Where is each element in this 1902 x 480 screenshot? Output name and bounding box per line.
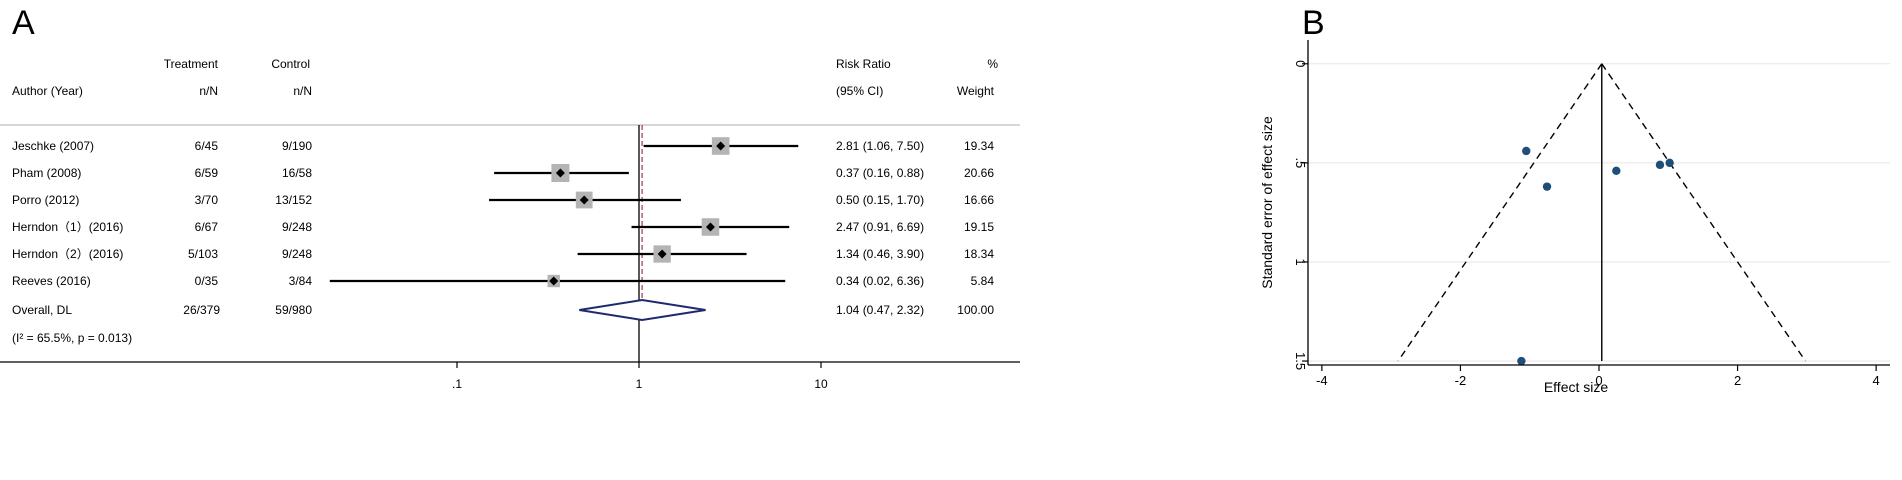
x-tick-label: 4 — [1873, 373, 1880, 388]
header-treatment: Treatment — [164, 57, 219, 71]
study-treatment: 6/45 — [195, 139, 219, 153]
x-tick-label: 2 — [1734, 373, 1741, 388]
study-weight: 5.84 — [971, 274, 995, 288]
study-treatment: 6/67 — [195, 220, 219, 234]
study-control: 9/248 — [282, 247, 312, 261]
study-ci: 0.34 (0.02, 6.36) — [836, 274, 924, 288]
study-control: 16/58 — [282, 166, 312, 180]
study-treatment: 3/70 — [195, 193, 219, 207]
y-tick-label: 1.5 — [1293, 352, 1308, 370]
x-tick-label: 0 — [1595, 373, 1602, 388]
study-weight: 16.66 — [964, 193, 994, 207]
header-author: Author (Year) — [12, 84, 83, 98]
y-tick-label: .5 — [1293, 157, 1308, 168]
overall-label: Overall, DL — [12, 303, 72, 317]
x-tick-label: -2 — [1455, 373, 1467, 388]
funnel-plot: B -4 -2 0 2 4 0 .5 1 1.5 Effect size Standard er… — [1259, 4, 1890, 395]
study-point — [1522, 146, 1531, 156]
study-point — [1612, 166, 1621, 175]
overall-weight: 100.00 — [957, 303, 994, 317]
study-control: 9/190 — [282, 139, 312, 153]
study-point — [1655, 160, 1665, 170]
header-control: Control — [271, 57, 310, 71]
heterogeneity-text: (I² = 65.5%, p = 0.013) — [12, 331, 132, 345]
study-author: Pham (2008) — [12, 166, 81, 180]
header-control-nn: n/N — [293, 84, 312, 98]
study-weight: 18.34 — [964, 247, 994, 261]
funnel-right-limit — [1601, 63, 1807, 362]
x-tick-label: 10 — [814, 377, 828, 391]
study-ci: 1.34 (0.46, 3.90) — [836, 247, 924, 261]
x-tick-label: -4 — [1316, 373, 1328, 388]
study-ci: 0.50 (0.15, 1.70) — [836, 193, 924, 207]
study-author: Porro (2012) — [12, 193, 79, 207]
study-point — [1517, 356, 1526, 366]
study-author: Reeves (2016) — [12, 274, 91, 288]
study-ci: 2.81 (1.06, 7.50) — [836, 139, 924, 153]
header-weight-percent: % — [987, 57, 998, 71]
study-control: 13/152 — [275, 193, 312, 207]
header-ci: (95% CI) — [836, 84, 883, 98]
overall-treatment: 26/379 — [183, 303, 220, 317]
study-point-estimate — [549, 276, 559, 286]
header-weight: Weight — [957, 84, 995, 98]
y-axis-label: Standard error of effect size — [1259, 116, 1275, 289]
study-weight: 19.15 — [964, 220, 994, 234]
overall-control: 59/980 — [275, 303, 312, 317]
study-control: 3/84 — [289, 274, 313, 288]
funnel-left-limit — [1397, 63, 1603, 362]
study-point-estimate — [716, 141, 726, 151]
study-treatment: 0/35 — [195, 274, 219, 288]
study-control: 9/248 — [282, 220, 312, 234]
study-author: Herndon（1）(2016) — [12, 220, 123, 234]
study-ci: 2.47 (0.91, 6.69) — [836, 220, 924, 234]
overall-ci: 1.04 (0.47, 2.32) — [836, 303, 924, 317]
study-ci: 0.37 (0.16, 0.88) — [836, 166, 924, 180]
y-tick-label: 1 — [1293, 258, 1308, 265]
study-author: Jeschke (2007) — [12, 139, 94, 153]
study-point-estimate — [705, 222, 715, 232]
study-point-estimate — [657, 249, 667, 259]
study-author: Herndon（2）(2016) — [12, 247, 123, 261]
x-tick-label: 1 — [636, 377, 643, 391]
study-point — [1665, 158, 1674, 168]
study-weight: 20.66 — [964, 166, 994, 180]
x-axis-label: Effect size — [1544, 379, 1609, 395]
y-tick-label: 0 — [1293, 60, 1308, 67]
study-point-estimate — [555, 168, 565, 178]
x-tick-label: .1 — [452, 377, 462, 391]
study-treatment: 6/59 — [195, 166, 219, 180]
study-point — [1542, 182, 1552, 191]
forest-plot: A Treatment Control Risk Ratio % Author … — [0, 4, 1020, 391]
study-weight: 19.34 — [964, 139, 994, 153]
overall-diamond — [579, 298, 706, 322]
study-point-estimate — [579, 195, 589, 205]
header-treatment-nn: n/N — [199, 84, 218, 98]
study-treatment: 5/103 — [188, 247, 218, 261]
header-risk-ratio: Risk Ratio — [836, 57, 891, 71]
panel-label-b: B — [1302, 4, 1325, 42]
panel-label-a: A — [12, 4, 35, 42]
